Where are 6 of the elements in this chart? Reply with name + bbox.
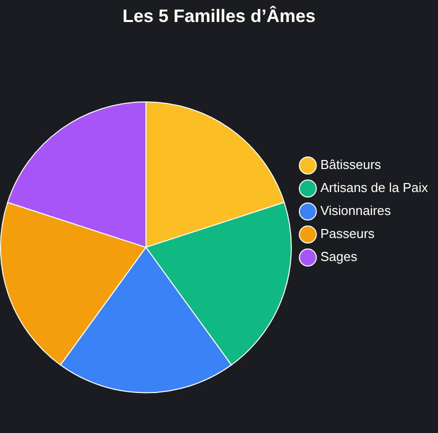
chart-title: Les 5 Familles d’Âmes — [122, 4, 316, 26]
legend-label: Artisans de la Paix — [320, 180, 428, 196]
legend-label: Bâtisseurs — [320, 157, 382, 172]
legend-label: Passeurs — [320, 226, 376, 242]
legend-label: Sages — [320, 249, 358, 264]
legend-label: Visionnaires — [320, 203, 392, 218]
